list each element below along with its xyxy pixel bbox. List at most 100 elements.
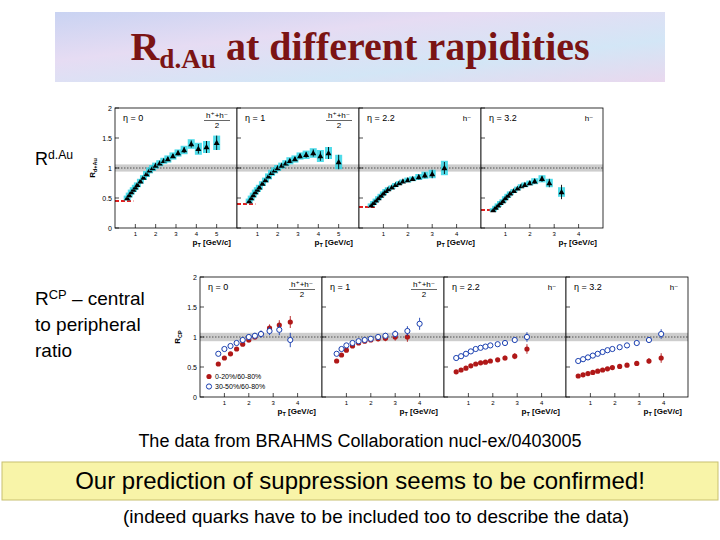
y-tick [200, 277, 204, 278]
syst-box [421, 172, 428, 179]
y-tick [115, 198, 119, 199]
panel-title: η = 3.2 [489, 113, 517, 123]
text-part: [GeV/c] [286, 407, 317, 416]
particle-label: 2 [215, 121, 220, 130]
text-part: R [130, 24, 160, 69]
norm-band [359, 164, 481, 171]
point [204, 144, 210, 149]
x-tick [529, 224, 530, 228]
plot-bg [566, 277, 688, 397]
y-tick [237, 228, 241, 229]
plot-area [481, 164, 603, 212]
x-tick-label: 3 [431, 231, 435, 237]
syst-box [303, 151, 310, 159]
point [326, 150, 332, 155]
y-tick [566, 367, 570, 368]
panel-title: η = 2.2 [367, 113, 395, 123]
point [417, 321, 422, 326]
y-tick [359, 168, 363, 169]
text-script: d.Au [48, 148, 73, 162]
plot-area [444, 332, 566, 374]
y-tick [115, 108, 119, 109]
x-tick-label: 1 [223, 400, 227, 406]
particle-label: h⁻ [548, 283, 557, 292]
panel-title: η = 2.2 [452, 282, 480, 292]
point [458, 367, 463, 372]
y-tick [444, 367, 448, 368]
text-script: CP [49, 287, 67, 302]
x-tick [517, 393, 518, 397]
reference-line [115, 168, 237, 169]
x-tick-label: 4 [455, 231, 459, 237]
y-tick [359, 198, 363, 199]
particle-label: 2 [300, 290, 305, 299]
x-tick [468, 393, 469, 397]
x-tick-label: 1 [382, 231, 386, 237]
y-tick [237, 198, 241, 199]
x-tick-label: 2 [154, 231, 158, 237]
syst-box [310, 148, 317, 158]
syst-box [195, 143, 202, 155]
point [416, 174, 422, 179]
y-tick-label: 1 [193, 334, 197, 341]
x-tick-label: 2 [247, 400, 251, 406]
syst-box [539, 175, 546, 182]
row-label: to peripheral [35, 314, 141, 335]
point [524, 334, 529, 339]
y-tick-label: 1 [108, 165, 112, 172]
point [473, 361, 478, 366]
x-tick-label: 1 [134, 231, 138, 237]
slide: Rd.Au at different rapiditiesRd.AuRCP – … [0, 0, 720, 540]
y-tick [200, 307, 204, 308]
point [216, 361, 221, 366]
title-box [55, 12, 665, 82]
point [478, 345, 483, 350]
plot-bg [115, 108, 237, 228]
point [576, 373, 581, 378]
text-part: [GeV/c] [408, 407, 439, 416]
y-tick [481, 138, 485, 139]
syst-box [325, 147, 332, 159]
point [362, 337, 367, 342]
point [512, 337, 517, 342]
point [405, 328, 410, 333]
y-tick [566, 397, 570, 398]
x-tick [248, 393, 249, 397]
y-tick [481, 198, 485, 199]
point [252, 333, 257, 338]
x-tick-label: 3 [174, 231, 178, 237]
point [339, 346, 344, 351]
row-label: ratio [35, 340, 72, 361]
x-axis-label: pT [GeV/c] [315, 238, 354, 248]
y-tick [115, 228, 119, 229]
x-tick [370, 393, 371, 397]
x-axis-label: pT [GeV/c] [437, 238, 476, 248]
point [585, 371, 590, 376]
y-tick [200, 397, 204, 398]
norm-band [481, 164, 603, 171]
text-part: at different rapidities [216, 24, 590, 69]
point [610, 365, 615, 370]
background [0, 0, 720, 540]
y-tick [444, 307, 448, 308]
x-tick-label: 4 [662, 400, 666, 406]
x-tick-label: 2 [406, 231, 410, 237]
x-tick [663, 393, 664, 397]
point [336, 159, 342, 164]
point [610, 346, 615, 351]
x-tick [419, 393, 420, 397]
syst-box [181, 146, 188, 154]
frame [359, 108, 481, 228]
x-tick [298, 224, 299, 228]
x-tick [196, 224, 197, 228]
x-tick [273, 393, 274, 397]
point [297, 153, 303, 158]
y-tick [322, 337, 326, 338]
y-tick-label: 1.5 [102, 135, 112, 142]
x-tick-label: 1 [589, 400, 593, 406]
x-tick-label: 2 [491, 400, 495, 406]
plot-bg [200, 277, 322, 397]
reference-line [444, 337, 566, 338]
x-tick-label: 1 [467, 400, 471, 406]
y-tick [200, 337, 204, 338]
